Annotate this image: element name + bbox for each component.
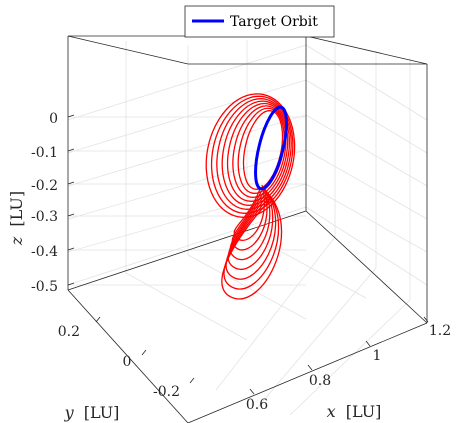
x-tick-label: 1 — [373, 348, 382, 364]
grid-line — [215, 236, 336, 391]
legend-label-target-orbit: Target Orbit — [230, 14, 318, 30]
axis-edge — [67, 289, 189, 423]
y-tick-mark — [189, 377, 195, 384]
grid-line — [125, 272, 248, 341]
z-axis-unit: [LU] — [7, 191, 26, 227]
x-axis-var: x — [327, 402, 336, 421]
grid-line — [67, 149, 307, 220]
trajectory-loop — [210, 95, 294, 214]
trajectory-lobe — [229, 188, 271, 261]
axis-edge — [67, 210, 307, 291]
axis-edge — [305, 35, 428, 65]
x-axis-label: x [LU] — [327, 402, 382, 421]
y-axis-unit: [LU] — [84, 403, 120, 422]
grid-line — [289, 299, 411, 416]
x-tick-mark — [249, 388, 255, 395]
trajectory-layer — [205, 93, 296, 300]
grid-line — [67, 79, 307, 154]
y-tick-label: 0.2 — [58, 324, 80, 340]
z-tick-label: -0.4 — [31, 244, 58, 260]
svg-text:z [LU]: z [LU] — [7, 191, 26, 246]
x-axis-unit: [LU] — [346, 402, 382, 421]
x-tick-label: 0.8 — [309, 373, 331, 389]
grid-line — [305, 44, 428, 121]
trajectory-loop — [221, 100, 290, 206]
grid-line — [305, 79, 428, 154]
x-tick-mark — [307, 364, 313, 371]
grid-line — [305, 149, 428, 220]
grid-line — [257, 267, 377, 408]
grid-line — [67, 44, 307, 121]
axis-edge — [187, 322, 428, 423]
z-tick-mark — [67, 148, 75, 152]
x-tick-mark — [365, 340, 371, 347]
y-axis-var: y — [64, 403, 75, 422]
y-tick-mark — [141, 349, 147, 356]
trajectory-loop — [216, 98, 292, 210]
x-tick-label: 1.2 — [429, 323, 451, 339]
grid-line — [305, 206, 428, 286]
z-axis-var: z — [7, 236, 26, 246]
grid-line — [305, 114, 428, 187]
y-tick-label: -0.2 — [153, 384, 180, 400]
trajectory-loop — [232, 105, 287, 198]
trajectory-lobe — [225, 192, 277, 280]
y-tick-label: 0 — [123, 354, 132, 370]
z-tick-labels: 0 -0.1 -0.2 -0.3 -0.4 -0.5 — [31, 111, 58, 295]
grid-line — [67, 114, 307, 187]
z-axis-label: z [LU] — [7, 191, 26, 246]
z-tick-label: -0.1 — [31, 145, 58, 161]
z-tick-label: 0 — [49, 111, 58, 127]
axis-edge — [305, 210, 428, 324]
x-tick-mark — [423, 316, 429, 323]
trajectory-lobe — [227, 190, 274, 270]
grid-line — [246, 232, 367, 299]
z-tick-label: -0.2 — [31, 178, 58, 194]
trajectory-loop — [226, 102, 289, 202]
z-tick-mark — [67, 247, 75, 251]
axis-edge — [67, 35, 189, 65]
z-tick-mark — [67, 114, 75, 118]
y-tick-labels: 0.2 0 -0.2 — [58, 324, 180, 400]
z-tick-label: -0.5 — [31, 279, 58, 295]
z-tick-label: -0.3 — [31, 209, 58, 225]
target-orbit-line — [254, 105, 288, 191]
z-tick-mark — [67, 213, 75, 217]
z-tick-mark — [67, 282, 75, 286]
z-tick-mark — [67, 181, 75, 185]
legend: Target Orbit — [184, 5, 335, 38]
y-axis-label: y [LU] — [64, 403, 120, 422]
trajectory-loop — [205, 93, 296, 218]
trajectory-lobe — [221, 196, 283, 300]
x-tick-labels: 0.6 0.8 1 1.2 — [246, 323, 451, 413]
grid-line — [305, 183, 428, 253]
y-tick-mark — [95, 316, 101, 323]
trajectory-lobe — [231, 186, 268, 251]
x-tick-label: 0.6 — [246, 397, 268, 413]
trajectory-lobe — [223, 194, 280, 290]
